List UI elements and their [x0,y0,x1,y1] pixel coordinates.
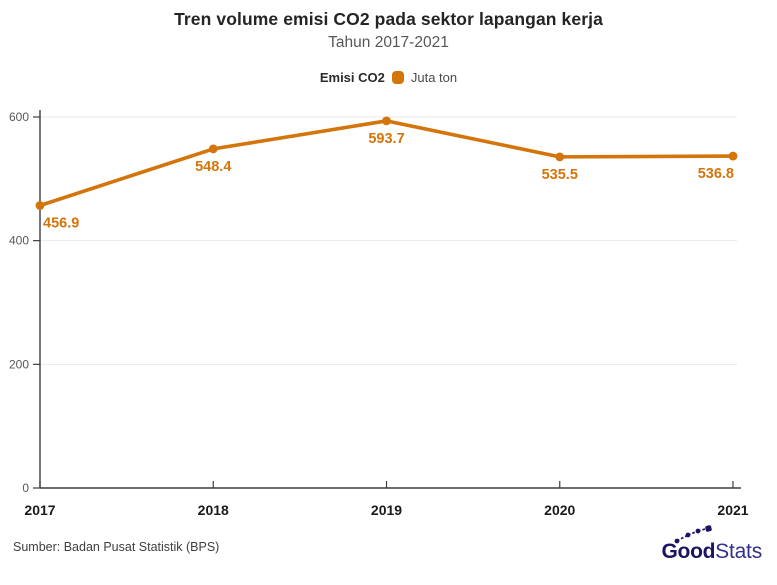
svg-text:600: 600 [9,110,29,124]
chart-subtitle: Tahun 2017-2021 [328,34,449,51]
legend-swatch-icon [391,71,404,84]
svg-text:535.5: 535.5 [542,167,578,183]
svg-text:400: 400 [9,234,29,248]
svg-text:548.4: 548.4 [195,159,231,175]
logo-text-light: Stats [715,540,762,563]
svg-text:2019: 2019 [371,502,402,518]
svg-text:2020: 2020 [544,502,575,518]
svg-text:2018: 2018 [198,502,229,518]
svg-text:2021: 2021 [717,502,748,518]
page-title: Tren volume emisi CO2 pada sektor lapang… [174,9,603,29]
svg-text:200: 200 [9,357,29,371]
svg-text:536.8: 536.8 [698,166,734,182]
legend-title: Emisi CO2 [319,70,385,85]
goodstats-logo: Good Stats [661,525,762,571]
line-chart: 0 200 400 600 2017 2018 2019 2020 2021 456.9 548.4… [9,110,749,518]
logo-sparkline-icon [674,525,712,544]
svg-text:593.7: 593.7 [368,131,404,147]
svg-text:2017: 2017 [24,502,55,518]
source-note: Sumber: Badan Pusat Statistik (BPS) [13,540,220,554]
svg-text:0: 0 [22,481,29,495]
legend-series-label: Juta ton [410,70,458,85]
chart-header: Tren volume emisi CO2 pada sektor lapang… [0,9,777,52]
svg-text:456.9: 456.9 [43,215,79,231]
logo-text-bold: Good [661,540,716,563]
chart-legend: Emisi CO2 Juta ton [0,70,777,85]
